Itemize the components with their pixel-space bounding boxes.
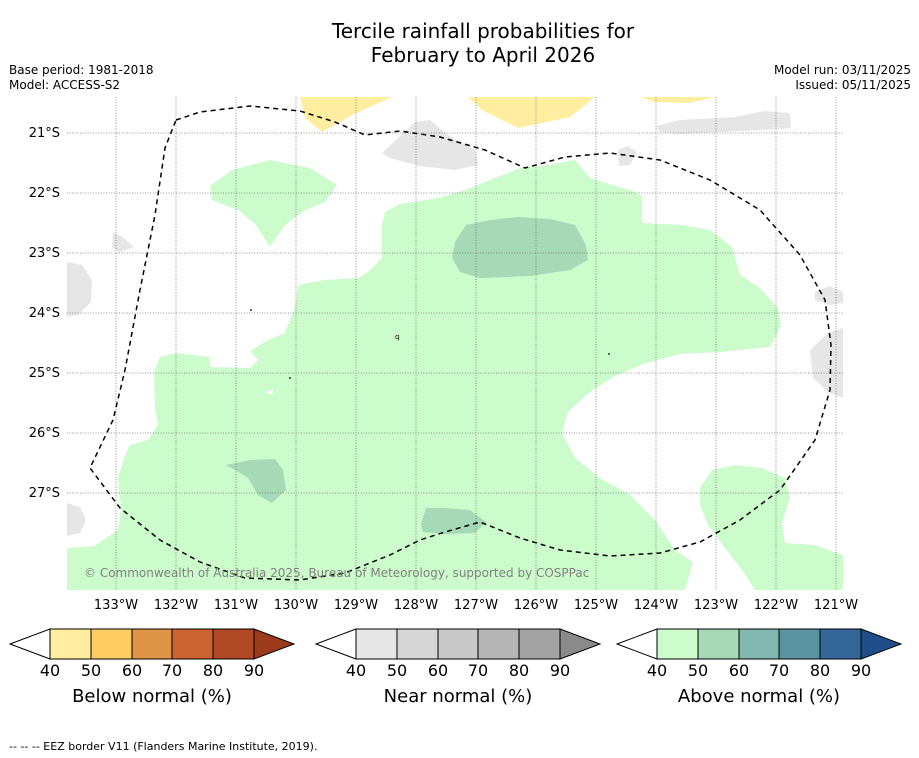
colorbar-extend-max: [860, 628, 903, 660]
lon-label: 130°W: [273, 598, 319, 613]
colorbar-swatch: [131, 628, 173, 660]
colorbar-tick: 70: [467, 661, 489, 680]
colorbar-swatch: [396, 628, 439, 660]
colorbar-tick: 40: [345, 661, 367, 680]
gridlines: [67, 97, 843, 590]
colorbar-tick: 90: [243, 661, 265, 680]
colorbar-near-normal: [314, 628, 602, 660]
near-normal-region: [618, 146, 637, 166]
colorbar-swatch: [697, 628, 740, 660]
near-normal-region: [67, 503, 86, 536]
map-title-line1: Tercile rainfall probabilities for: [331, 19, 635, 43]
colorbar-swatch: [778, 628, 821, 660]
above-normal-region: [67, 160, 781, 590]
colorbar-tick: 40: [646, 661, 668, 680]
no-signal-spot: [265, 390, 273, 395]
colorbar-swatch: [518, 628, 561, 660]
colorbar-swatch: [437, 628, 479, 660]
lon-label: 122°W: [753, 598, 799, 613]
base-period: Base period: 1981-2018: [9, 63, 154, 77]
colorbar-tick: 80: [508, 661, 530, 680]
colorbar-tick: 80: [202, 661, 224, 680]
colorbar-swatch: [49, 628, 92, 660]
colorbar-tick: 40: [39, 661, 61, 680]
colorbar-tick: 80: [809, 661, 831, 680]
above-normal-region: [210, 160, 337, 247]
colorbars: [8, 628, 903, 660]
eez-border: [89, 105, 832, 581]
colorbar-tick: 60: [121, 661, 143, 680]
colorbar-swatch: [738, 628, 780, 660]
lon-label: 125°W: [573, 598, 619, 613]
lat-label: 22°S: [28, 186, 60, 201]
colorbar-tick: 70: [161, 661, 183, 680]
lat-label: 21°S: [28, 126, 60, 141]
lat-label: 24°S: [28, 306, 60, 321]
colorbar-swatch: [355, 628, 398, 660]
colorbar-tick: 60: [427, 661, 449, 680]
colorbar-extend-min: [314, 628, 357, 660]
model-name: Model: ACCESS-S2: [9, 78, 121, 92]
colorbar-tick: 90: [850, 661, 872, 680]
issued-date: Issued: 05/11/2025: [795, 78, 911, 92]
stray-mark: [608, 353, 610, 355]
colorbar-swatch: [819, 628, 862, 660]
colorbar-swatch: [477, 628, 520, 660]
lon-label: 133°W: [93, 598, 139, 613]
map-title-line2: February to April 2026: [370, 43, 596, 67]
colorbar-tick: 90: [549, 661, 571, 680]
lon-label: 127°W: [453, 598, 499, 613]
lon-label: 123°W: [693, 598, 739, 613]
above-normal-region-50-60: [226, 459, 286, 503]
stray-mark: [250, 309, 252, 311]
near-normal-region: [656, 111, 791, 134]
lat-label: 25°S: [28, 366, 60, 381]
near-normal-region: [382, 120, 478, 170]
rainfall-map: q: [67, 97, 843, 590]
below-normal-region: [640, 97, 715, 103]
lon-label: 131°W: [213, 598, 259, 613]
colorbar-swatch: [171, 628, 214, 660]
near-normal-region: [810, 328, 843, 398]
lon-label: 124°W: [633, 598, 679, 613]
colorbar-extend-min: [615, 628, 658, 660]
lon-label: 132°W: [153, 598, 199, 613]
colorbar-tick: 60: [728, 661, 750, 680]
near-normal-region: [112, 232, 134, 252]
colorbar-extend-min: [8, 628, 51, 660]
below-normal-region: [300, 97, 392, 132]
colorbar-swatch: [656, 628, 699, 660]
above-normal-region-50-60: [421, 508, 486, 534]
colorbar-title-near: Near normal (%): [383, 686, 533, 707]
above-normal-region: [700, 465, 843, 590]
lon-label: 126°W: [513, 598, 559, 613]
lon-label: 128°W: [393, 598, 439, 613]
lon-label: 121°W: [813, 598, 859, 613]
colorbar-tick: 50: [80, 661, 102, 680]
colorbar-title-below: Below normal (%): [72, 686, 232, 707]
below-normal-region: [468, 97, 595, 128]
model-run: Model run: 03/11/2025: [773, 63, 911, 77]
colorbar-above-normal: [615, 628, 903, 660]
eez-footnote: -- -- -- EEZ border V11 (Flanders Marine…: [9, 740, 318, 753]
stray-mark: [289, 377, 291, 379]
near-normal-region: [815, 286, 843, 305]
near-normal-region: [67, 262, 92, 317]
copyright-credit: © Commonwealth of Australia 2025, Bureau…: [84, 566, 590, 580]
above-normal-region-50-60: [452, 217, 588, 278]
colorbar-extend-max: [559, 628, 602, 660]
lat-label: 26°S: [28, 426, 60, 441]
colorbar-title-above: Above normal (%): [677, 686, 841, 707]
lat-label: 23°S: [28, 246, 60, 261]
stray-map-label: q: [395, 333, 399, 341]
colorbar-swatch: [90, 628, 133, 660]
colorbar-extend-max: [253, 628, 296, 660]
lon-label: 129°W: [333, 598, 379, 613]
colorbar-tick: 70: [768, 661, 790, 680]
colorbar-below-normal: [8, 628, 296, 660]
colorbar-tick: 50: [687, 661, 709, 680]
colorbar-swatch: [212, 628, 255, 660]
colorbar-tick: 50: [386, 661, 408, 680]
lat-label: 27°S: [28, 486, 60, 501]
